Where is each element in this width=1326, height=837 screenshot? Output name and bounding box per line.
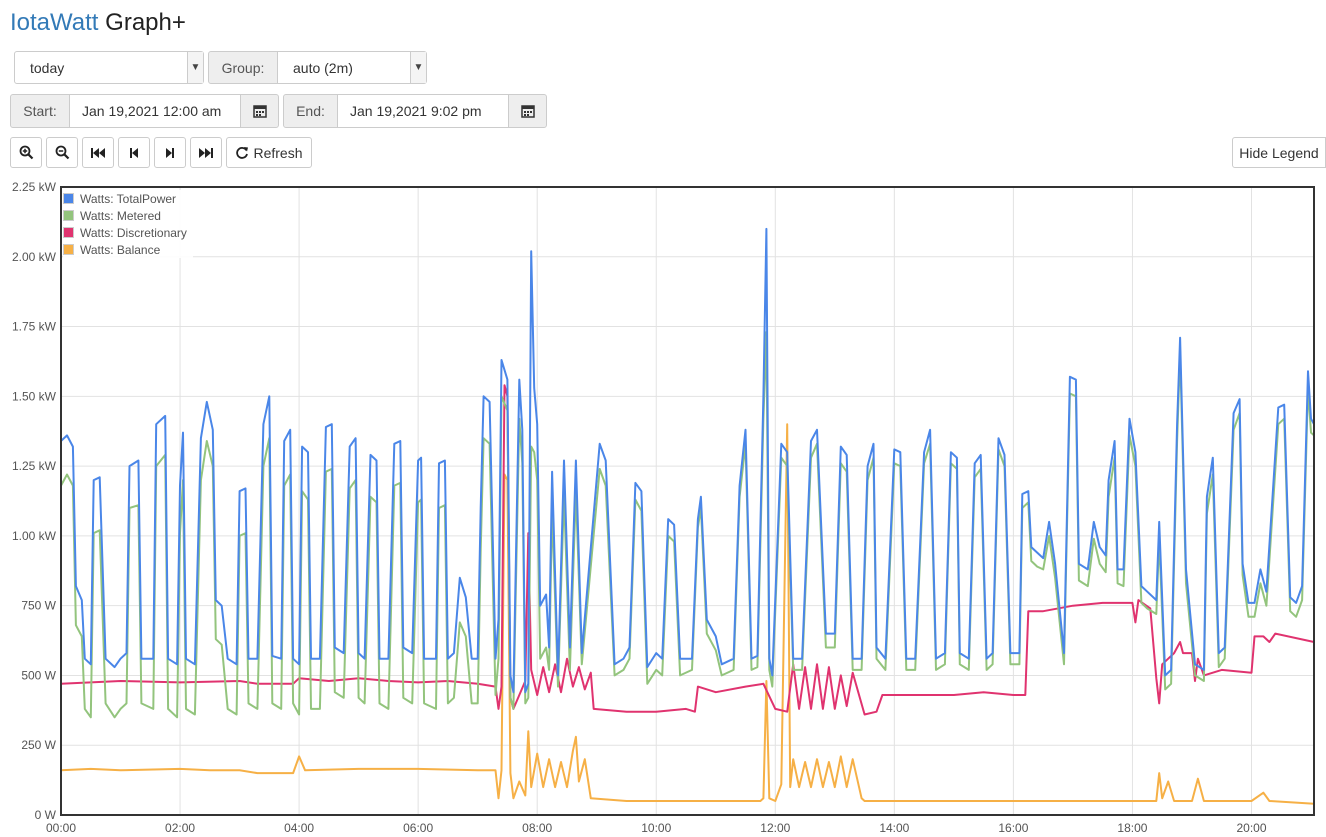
series-line-watts-balance — [60, 423, 1315, 805]
end-date-input[interactable]: Jan 19,2021 9:02 pm — [337, 94, 509, 128]
step-forward-icon — [166, 147, 174, 158]
y-tick-label: 250 W — [21, 738, 56, 752]
period-select-value: today — [30, 59, 65, 76]
step-back-icon — [130, 147, 138, 158]
group-label-text: Group: — [221, 59, 265, 76]
end-calendar-button[interactable] — [508, 94, 547, 128]
x-tick-label: 06:00 — [403, 821, 433, 835]
legend-label: Watts: Metered — [80, 208, 161, 223]
chevron-down-icon: ▼ — [410, 52, 426, 83]
x-tick-label: 02:00 — [165, 821, 195, 835]
legend-entry: Watts: Metered — [63, 207, 193, 224]
legend-label: Watts: Balance — [80, 242, 161, 257]
start-date-value: Jan 19,2021 12:00 am — [82, 103, 222, 119]
app-title: IotaWatt Graph+ — [10, 8, 186, 38]
x-tick-label: 14:00 — [879, 821, 909, 835]
x-tick-label: 16:00 — [998, 821, 1028, 835]
legend-label: Watts: Discretionary — [80, 225, 187, 240]
x-tick-label: 00:00 — [46, 821, 76, 835]
end-label-text: End: — [296, 103, 325, 119]
x-tick-label: 18:00 — [1117, 821, 1147, 835]
skip-first-button[interactable] — [82, 137, 114, 168]
legend-swatch — [63, 227, 74, 238]
legend-swatch — [63, 210, 74, 221]
zoom-in-icon — [19, 145, 33, 160]
group-select-value: auto (2m) — [293, 59, 353, 76]
start-calendar-button[interactable] — [240, 94, 279, 128]
hide-legend-button[interactable]: Hide Legend — [1232, 137, 1326, 168]
y-tick-label: 750 W — [21, 599, 56, 613]
refresh-label: Refresh — [253, 144, 303, 161]
calendar-icon — [252, 105, 267, 118]
x-tick-label: 20:00 — [1236, 821, 1266, 835]
end-date-value: Jan 19,2021 9:02 pm — [350, 103, 482, 119]
start-label: Start: — [10, 94, 70, 128]
y-tick-label: 1.75 kW — [12, 320, 57, 334]
legend-entry: Watts: Balance — [63, 241, 193, 258]
zoom-out-button[interactable] — [46, 137, 78, 168]
plot-frame — [60, 186, 1315, 816]
skip-last-icon — [199, 147, 213, 158]
x-tick-label: 08:00 — [522, 821, 552, 835]
period-select[interactable]: today ▼ — [14, 51, 204, 84]
y-tick-label: 1.25 kW — [12, 459, 57, 473]
refresh-icon — [236, 146, 249, 159]
x-tick-label: 12:00 — [760, 821, 790, 835]
legend-swatch — [63, 193, 74, 204]
y-tick-label: 1.00 kW — [12, 529, 57, 543]
calendar-icon — [520, 105, 535, 118]
chart-legend: Watts: TotalPower Watts: Metered Watts: Di… — [63, 190, 193, 258]
y-tick-label: 0 W — [35, 808, 57, 822]
x-tick-label: 10:00 — [641, 821, 671, 835]
group-label: Group: — [208, 51, 278, 84]
hide-legend-label: Hide Legend — [1239, 144, 1319, 161]
chevron-down-icon: ▼ — [187, 52, 203, 83]
end-label: End: — [283, 94, 338, 128]
legend-entry: Watts: Discretionary — [63, 224, 193, 241]
x-tick-label: 04:00 — [284, 821, 314, 835]
step-forward-button[interactable] — [154, 137, 186, 168]
power-chart: 0 W 250 W 500 W 750 W 1.00 kW 1.25 kW 1.50 kW 1… — [12, 180, 1315, 835]
y-tick-label: 1.50 kW — [12, 389, 57, 403]
group-select[interactable]: auto (2m) ▼ — [277, 51, 427, 84]
brand-name: IotaWatt — [10, 9, 99, 36]
page-title: Graph+ — [105, 9, 186, 36]
legend-entry: Watts: TotalPower — [63, 190, 193, 207]
y-tick-label: 2.25 kW — [12, 180, 57, 194]
skip-first-icon — [91, 147, 105, 158]
start-date-input[interactable]: Jan 19,2021 12:00 am — [69, 94, 241, 128]
legend-swatch — [63, 244, 74, 255]
series-line-watts-totalpower — [60, 227, 1315, 694]
legend-label: Watts: TotalPower — [80, 191, 177, 206]
start-label-text: Start: — [23, 103, 57, 119]
y-tick-label: 500 W — [21, 668, 56, 682]
zoom-out-icon — [55, 145, 69, 160]
step-back-button[interactable] — [118, 137, 150, 168]
zoom-in-button[interactable] — [10, 137, 42, 168]
y-tick-label: 2.00 kW — [12, 250, 57, 264]
skip-last-button[interactable] — [190, 137, 222, 168]
refresh-button[interactable]: Refresh — [226, 137, 312, 168]
series-line-watts-discretionary — [60, 384, 1315, 716]
